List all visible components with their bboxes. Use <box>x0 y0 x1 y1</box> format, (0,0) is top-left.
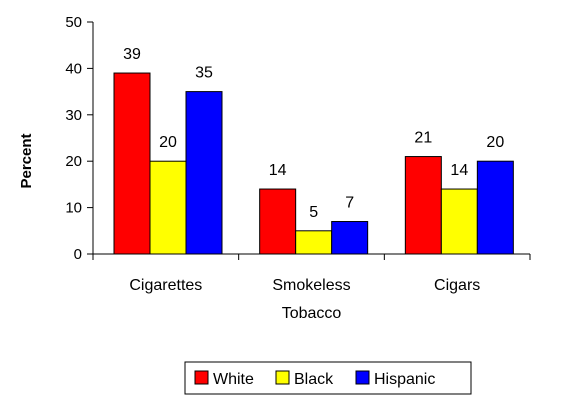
y-tick-label: 30 <box>65 107 82 124</box>
data-label: 14 <box>269 162 287 179</box>
y-axis: 0 10 20 30 40 50 <box>65 14 94 263</box>
x-axis: Cigarettes Smokeless Tobacco Cigars <box>92 253 531 322</box>
legend-swatch-white <box>194 370 209 385</box>
bar-hispanic <box>185 91 223 255</box>
y-tick-label: 50 <box>65 14 82 31</box>
data-label: 39 <box>123 46 141 63</box>
x-tick-label: Smokeless Tobacco <box>272 277 350 322</box>
bar-white <box>404 156 442 255</box>
legend: White Black Hispanic <box>184 361 472 395</box>
legend-box <box>184 361 472 395</box>
y-axis-label: Percent <box>18 133 35 188</box>
data-labels: 39 20 35 14 5 7 21 14 20 <box>123 46 504 221</box>
x-tick-label: Cigars <box>434 277 480 294</box>
bar-hispanic <box>331 221 369 255</box>
data-label: 5 <box>309 204 318 221</box>
legend-label-white: White <box>213 371 254 388</box>
bars <box>113 72 514 255</box>
data-label: 20 <box>159 134 177 151</box>
data-label: 21 <box>414 130 432 147</box>
legend-label-black: Black <box>294 371 334 388</box>
data-label: 7 <box>345 195 354 212</box>
bar-white <box>259 188 297 255</box>
y-tick-label: 0 <box>74 246 82 263</box>
x-tick-label: Cigarettes <box>129 277 202 294</box>
bar-black <box>440 188 478 255</box>
y-tick-label: 10 <box>65 200 82 217</box>
bar-black <box>149 160 187 255</box>
bar-white <box>113 72 151 255</box>
bar-black <box>295 230 333 255</box>
data-label: 20 <box>486 134 504 151</box>
data-label: 35 <box>195 65 213 82</box>
legend-label-hispanic: Hispanic <box>374 371 435 388</box>
y-tick-label: 20 <box>65 153 82 170</box>
data-label: 14 <box>450 162 468 179</box>
bar-hispanic <box>476 160 514 255</box>
y-tick-label: 40 <box>65 60 82 77</box>
legend-swatch-black <box>275 370 290 385</box>
legend-swatch-hispanic <box>355 370 370 385</box>
